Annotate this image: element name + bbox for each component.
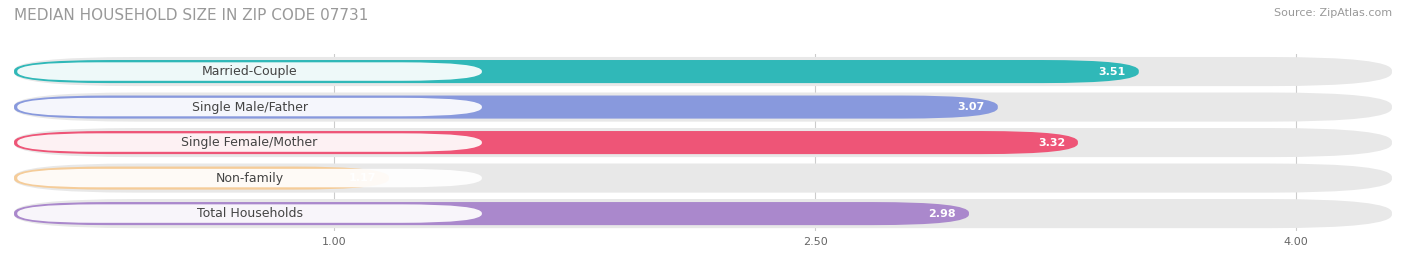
FancyBboxPatch shape (14, 60, 1139, 83)
Text: Single Female/Mother: Single Female/Mother (181, 136, 318, 149)
Text: Married-Couple: Married-Couple (202, 65, 298, 78)
FancyBboxPatch shape (14, 57, 1392, 86)
Text: 3.51: 3.51 (1098, 66, 1126, 77)
FancyBboxPatch shape (17, 98, 482, 116)
FancyBboxPatch shape (14, 167, 389, 190)
FancyBboxPatch shape (14, 199, 1392, 228)
FancyBboxPatch shape (14, 95, 998, 119)
Text: MEDIAN HOUSEHOLD SIZE IN ZIP CODE 07731: MEDIAN HOUSEHOLD SIZE IN ZIP CODE 07731 (14, 8, 368, 23)
FancyBboxPatch shape (17, 169, 482, 187)
Text: Single Male/Father: Single Male/Father (191, 101, 308, 114)
FancyBboxPatch shape (14, 202, 969, 225)
FancyBboxPatch shape (17, 133, 482, 152)
Text: Non-family: Non-family (215, 172, 284, 185)
Text: 3.32: 3.32 (1038, 137, 1066, 148)
FancyBboxPatch shape (14, 128, 1392, 157)
Text: Source: ZipAtlas.com: Source: ZipAtlas.com (1274, 8, 1392, 18)
Text: Total Households: Total Households (197, 207, 302, 220)
FancyBboxPatch shape (17, 204, 482, 223)
Text: 3.07: 3.07 (957, 102, 986, 112)
FancyBboxPatch shape (14, 131, 1078, 154)
FancyBboxPatch shape (17, 62, 482, 81)
FancyBboxPatch shape (14, 93, 1392, 122)
FancyBboxPatch shape (14, 164, 1392, 193)
Text: 2.98: 2.98 (928, 208, 956, 219)
Text: 1.17: 1.17 (349, 173, 377, 183)
